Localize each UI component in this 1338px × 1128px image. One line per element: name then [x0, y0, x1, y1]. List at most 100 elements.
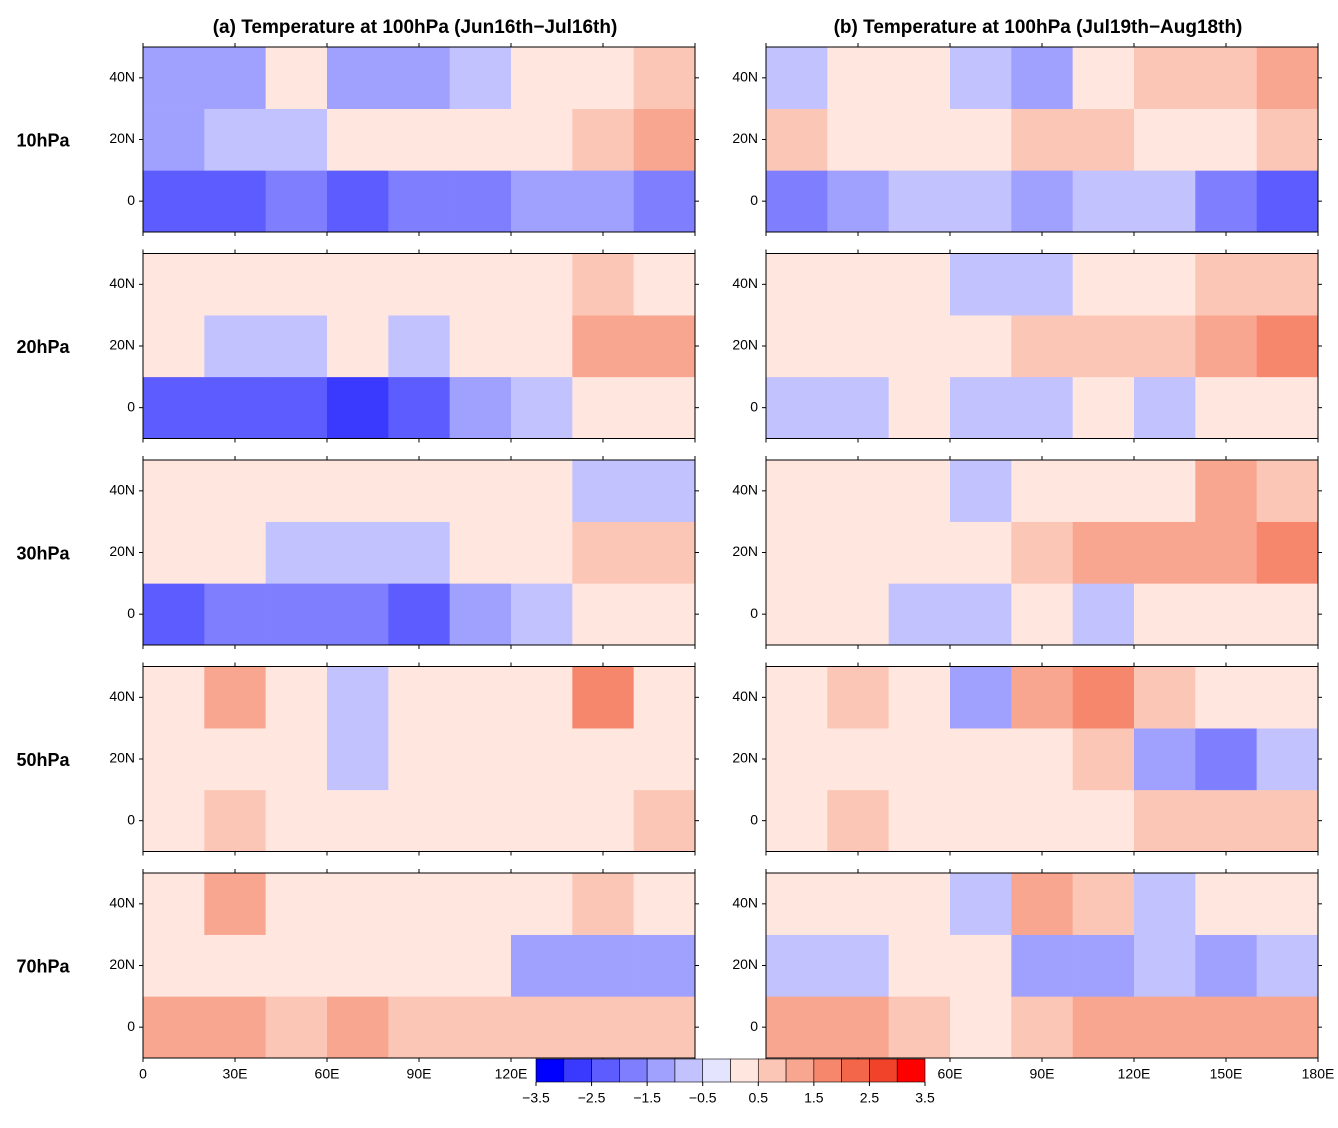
heat-cell — [1257, 315, 1319, 377]
heat-cell — [450, 254, 512, 316]
heat-cell — [1195, 47, 1257, 109]
heat-cell — [388, 790, 450, 852]
y-tick-label: 20N — [732, 956, 758, 972]
heat-cell — [266, 254, 328, 316]
heat-cell — [766, 315, 828, 377]
heat-cell — [1011, 254, 1073, 316]
heat-cell — [511, 170, 573, 232]
heat-cell — [327, 522, 389, 584]
colorbar-cell — [675, 1059, 703, 1082]
heat-cell — [634, 170, 696, 232]
heat-cell — [827, 873, 889, 935]
y-tick-label: 0 — [750, 605, 758, 621]
heat-cell — [572, 935, 634, 997]
heat-cell — [511, 728, 573, 790]
heat-cell — [1195, 315, 1257, 377]
heat-cell — [1195, 522, 1257, 584]
heat-cell — [1073, 667, 1135, 729]
heat-cell — [327, 460, 389, 522]
heat-cell — [1134, 460, 1196, 522]
heat-cell — [327, 873, 389, 935]
heat-cell — [204, 109, 266, 171]
heat-cell — [1257, 873, 1319, 935]
heat-cell — [766, 790, 828, 852]
heat-cell — [950, 377, 1012, 439]
heat-cell — [572, 254, 634, 316]
heat-cell — [388, 667, 450, 729]
heat-cell — [766, 377, 828, 439]
heat-cell — [327, 109, 389, 171]
heat-cell — [266, 996, 328, 1058]
heat-cell — [1011, 873, 1073, 935]
y-tick-label: 0 — [127, 192, 135, 208]
heat-cell — [1011, 460, 1073, 522]
heat-cell — [266, 873, 328, 935]
figure: (a) Temperature at 100hPa (Jun16th−Jul16… — [0, 0, 1338, 1128]
x-tick-label: 90E — [407, 1066, 432, 1082]
heat-cell — [388, 873, 450, 935]
heat-cell — [204, 254, 266, 316]
heat-cell — [1073, 873, 1135, 935]
heat-cell — [1011, 170, 1073, 232]
heat-cell — [766, 522, 828, 584]
y-tick-label: 40N — [732, 688, 758, 704]
heat-cell — [143, 170, 205, 232]
heat-cell — [1257, 47, 1319, 109]
heat-cell — [950, 996, 1012, 1058]
heat-cell — [1011, 667, 1073, 729]
heat-cell — [950, 583, 1012, 645]
colorbar-cell — [897, 1059, 925, 1082]
heat-cell — [572, 109, 634, 171]
heat-cell — [143, 996, 205, 1058]
heat-cell — [1257, 667, 1319, 729]
map-panel: 020N40N030E60E90E120E150E180E — [109, 869, 711, 1082]
heat-cell — [450, 790, 512, 852]
heat-cell — [1134, 47, 1196, 109]
heat-cell — [143, 873, 205, 935]
y-tick-label: 0 — [127, 811, 135, 827]
heat-cell — [572, 377, 634, 439]
heat-cell — [143, 47, 205, 109]
heat-cell — [1134, 996, 1196, 1058]
heat-cell — [889, 996, 951, 1058]
heat-cell — [1134, 109, 1196, 171]
heat-cell — [572, 873, 634, 935]
heat-cell — [143, 460, 205, 522]
heat-cell — [143, 935, 205, 997]
heat-cell — [1195, 790, 1257, 852]
heat-cell — [889, 109, 951, 171]
heat-cell — [388, 170, 450, 232]
heat-cell — [572, 315, 634, 377]
heat-cell — [388, 315, 450, 377]
heat-cell — [327, 170, 389, 232]
heat-cell — [1257, 935, 1319, 997]
heat-cell — [327, 254, 389, 316]
heat-cell — [511, 935, 573, 997]
x-tick-label: 120E — [495, 1066, 528, 1082]
heat-cell — [889, 583, 951, 645]
heat-cell — [511, 583, 573, 645]
heat-cell — [511, 460, 573, 522]
heat-cell — [450, 47, 512, 109]
heat-cell — [266, 935, 328, 997]
heat-cell — [1257, 583, 1319, 645]
colorbar-label: 3.5 — [915, 1090, 935, 1106]
heat-cell — [511, 790, 573, 852]
heat-cell — [766, 728, 828, 790]
heat-cell — [827, 667, 889, 729]
y-tick-label: 0 — [750, 398, 758, 414]
heat-cell — [889, 315, 951, 377]
heat-cell — [889, 170, 951, 232]
heat-cell — [1195, 460, 1257, 522]
heat-cell — [143, 315, 205, 377]
heat-cell — [766, 667, 828, 729]
heat-cell — [766, 935, 828, 997]
heat-cell — [511, 109, 573, 171]
y-tick-label: 0 — [127, 605, 135, 621]
heat-cell — [950, 873, 1012, 935]
heat-cell — [1257, 109, 1319, 171]
